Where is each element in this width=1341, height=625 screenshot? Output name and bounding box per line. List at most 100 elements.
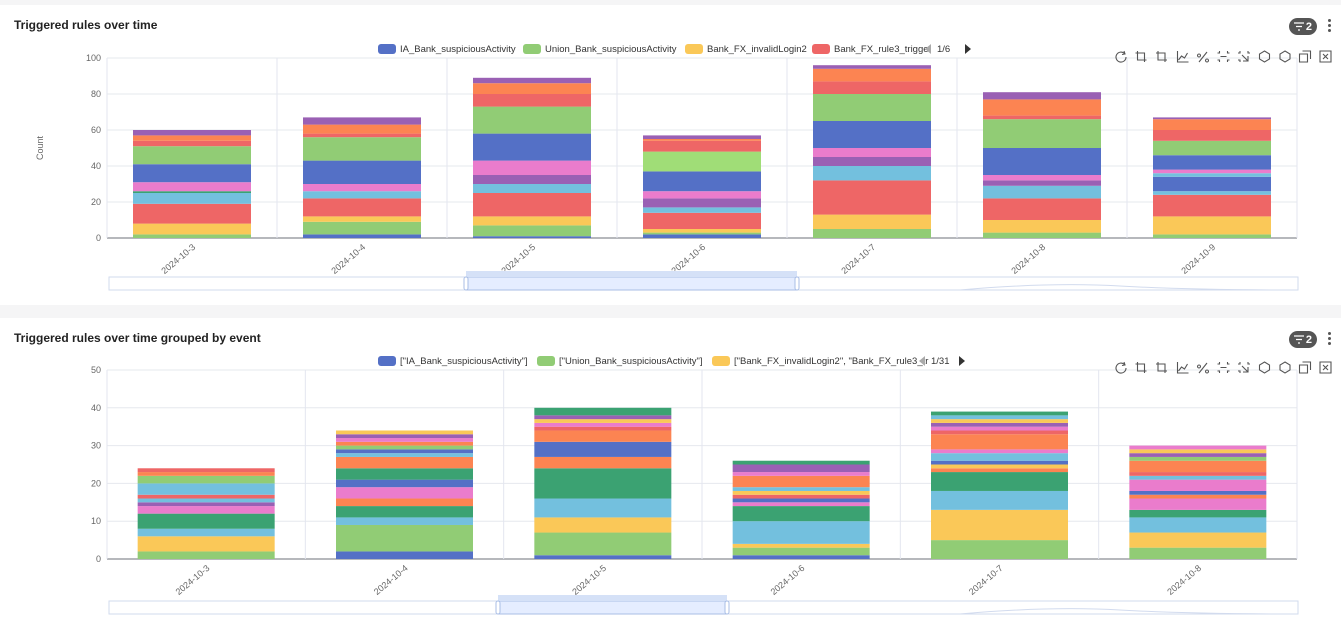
line-chart-icon[interactable] [1176, 51, 1189, 63]
legend-next-icon[interactable] [965, 44, 971, 54]
crop-alt-icon[interactable] [1156, 51, 1167, 62]
bar-segment [643, 232, 761, 235]
more-options-icon[interactable] [1328, 19, 1332, 33]
percent-icon[interactable] [1197, 51, 1209, 63]
bar-stack [1129, 445, 1267, 559]
close-icon[interactable] [1319, 361, 1332, 374]
percent-icon[interactable] [1197, 362, 1209, 374]
bar-stack [813, 65, 931, 238]
restore-icon[interactable] [1258, 50, 1271, 63]
bar-segment [813, 148, 931, 157]
zoom-handle-left[interactable] [495, 600, 501, 615]
bar-segment [1153, 117, 1271, 120]
bar-segment [931, 468, 1068, 473]
bar-stack [732, 460, 870, 559]
bar-segment [534, 407, 672, 416]
zoom-handle-right[interactable] [794, 276, 800, 291]
bar-segment [534, 430, 672, 442]
bar-segment [303, 191, 421, 199]
filter-badge[interactable]: 2 [1288, 18, 1317, 35]
bar-segment [303, 133, 421, 138]
bar-segment [336, 468, 473, 480]
bar-segment [643, 207, 761, 213]
bar-segment [1129, 479, 1267, 491]
bar-segment [732, 490, 870, 495]
filter-count: 2 [1305, 333, 1312, 346]
y-tick-label: 50 [91, 365, 101, 375]
crop-icon[interactable] [1135, 362, 1147, 373]
zoom-slider-window[interactable] [465, 276, 798, 291]
zoom-box-icon[interactable] [1217, 362, 1230, 373]
bar-segment [137, 551, 275, 559]
bar-segment [983, 115, 1101, 120]
bar-segment [643, 212, 761, 229]
settings-icon[interactable] [1279, 361, 1291, 374]
x-tick-label: 2024-10-3 [159, 242, 197, 276]
bar-segment [1129, 472, 1267, 476]
bar-stack [137, 468, 275, 559]
zoom-slider-drag-bar[interactable] [466, 271, 797, 277]
bar-segment [1153, 140, 1271, 156]
more-options-icon[interactable] [1328, 332, 1332, 346]
bar-segment [813, 229, 931, 238]
bar-segment [813, 65, 931, 69]
x-tick-label: 2024-10-8 [1165, 563, 1203, 597]
filter-count: 2 [1305, 20, 1312, 33]
legend-next-icon[interactable] [959, 356, 965, 366]
x-tick-label: 2024-10-7 [839, 242, 877, 276]
zoom-reset-icon[interactable] [1238, 362, 1250, 373]
bar-segment [336, 479, 473, 488]
zoom-handle-left[interactable] [463, 276, 469, 291]
legend-item-label: Bank_FX_invalidLogin2 [707, 44, 807, 55]
toolbox [1115, 361, 1332, 374]
close-icon[interactable] [1319, 50, 1332, 63]
zoom-handle-right[interactable] [724, 600, 730, 615]
bar-segment [1129, 449, 1267, 454]
crop-icon[interactable] [1135, 51, 1147, 62]
bar-stack [983, 92, 1101, 238]
copy-icon[interactable] [1298, 361, 1312, 374]
y-tick-label: 60 [91, 125, 101, 135]
bar-segment [303, 221, 421, 235]
bar-segment [137, 498, 275, 503]
chart-panel-2: Triggered rules over time grouped by eve… [0, 318, 1341, 625]
zoom-slider-drag-bar[interactable] [498, 595, 727, 601]
x-tick-label: 2024-10-5 [570, 563, 608, 597]
copy-icon[interactable] [1298, 50, 1312, 63]
crop-alt-icon[interactable] [1156, 362, 1167, 373]
panel-title: Triggered rules over time grouped by eve… [14, 331, 261, 345]
bar-segment [303, 198, 421, 217]
zoom-reset-icon[interactable] [1238, 51, 1250, 62]
bar-segment [303, 234, 421, 238]
bar-segment [813, 166, 931, 181]
legend-prev-icon[interactable] [925, 44, 931, 54]
filter-icon [1293, 335, 1304, 344]
bar-segment [931, 460, 1068, 465]
refresh-icon[interactable] [1115, 50, 1127, 63]
zoom-slider-window[interactable] [497, 600, 728, 615]
bar-segment [643, 135, 761, 139]
bar-segment [931, 415, 1068, 420]
settings-icon[interactable] [1279, 50, 1291, 63]
filter-badge[interactable]: 2 [1288, 331, 1317, 348]
restore-icon[interactable] [1258, 361, 1271, 374]
bar-segment [1129, 453, 1267, 457]
bar-segment [137, 468, 275, 473]
bar-segment [473, 216, 591, 226]
y-tick-label: 40 [91, 161, 101, 171]
legend-swatch [712, 356, 730, 366]
zoom-box-icon[interactable] [1217, 51, 1230, 62]
bar-segment [813, 68, 931, 82]
panel-title: Triggered rules over time [14, 18, 158, 32]
bar-segment [137, 513, 275, 529]
legend-prev-icon[interactable] [919, 356, 925, 366]
refresh-icon[interactable] [1115, 361, 1127, 374]
bar-segment [336, 441, 473, 446]
line-chart-icon[interactable] [1176, 362, 1189, 374]
bar-segment [813, 81, 931, 94]
bar-segment [137, 502, 275, 507]
legend-swatch [685, 44, 703, 54]
bar-segment [473, 83, 591, 94]
legend-swatch [523, 44, 541, 54]
bar-segment [336, 524, 473, 552]
